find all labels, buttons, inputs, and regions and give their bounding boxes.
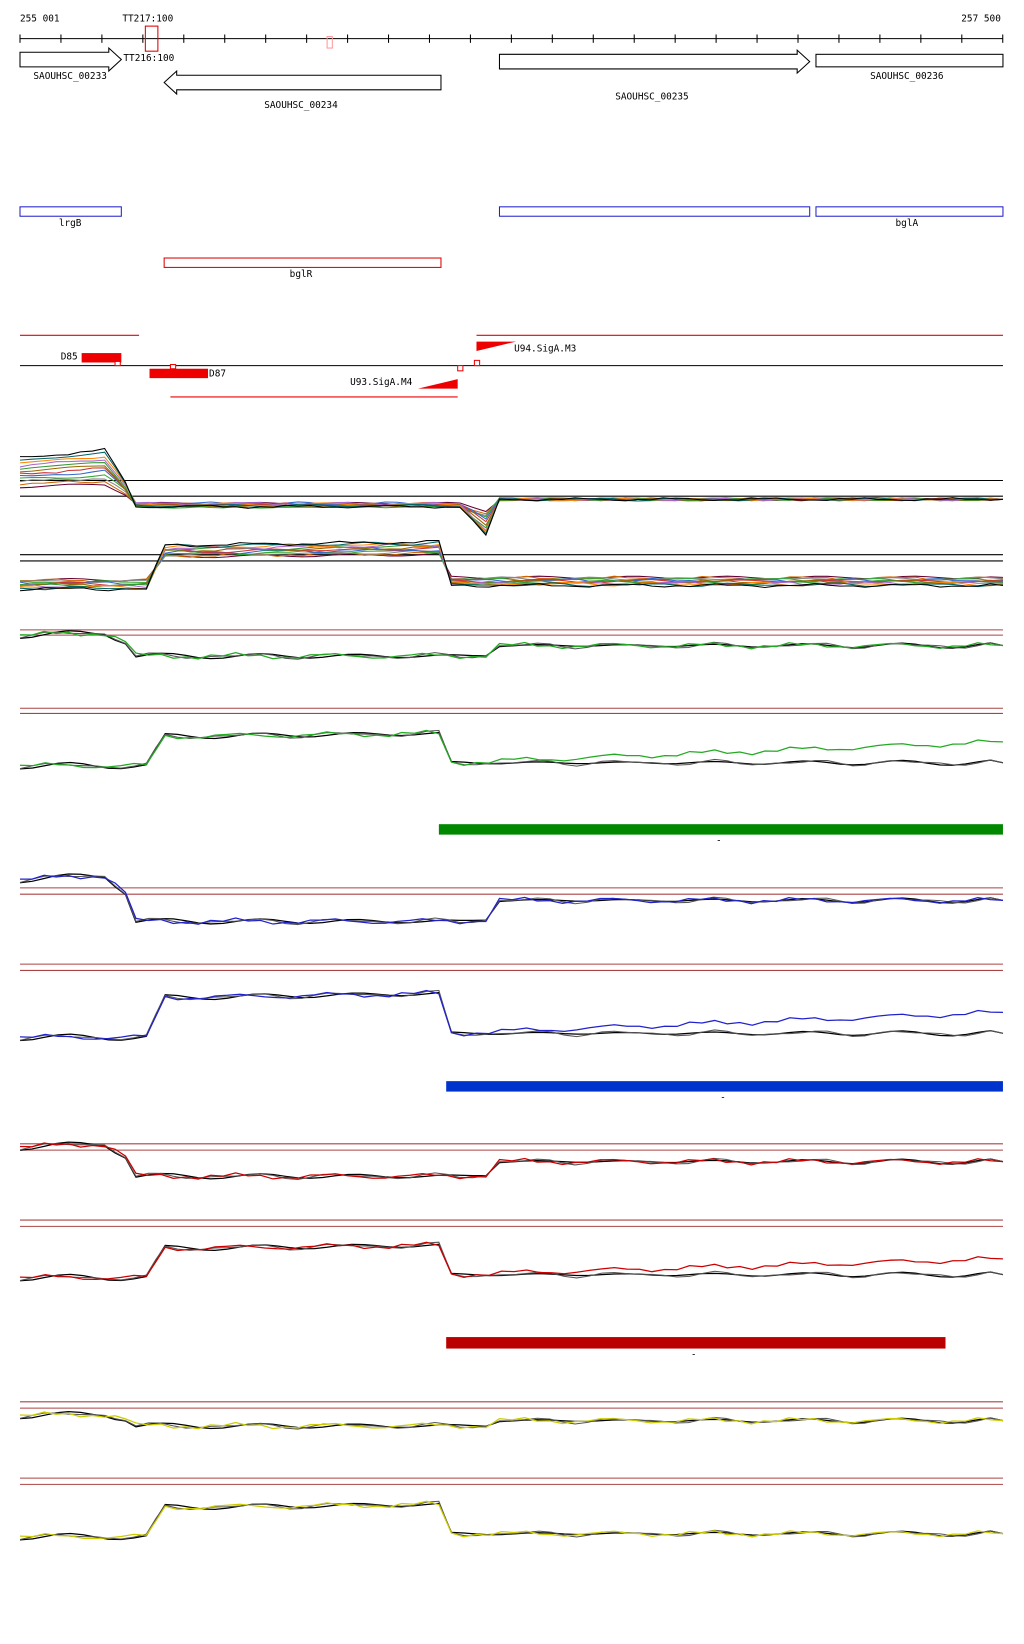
trace — [19, 1241, 1003, 1281]
segment-start — [169, 364, 177, 370]
expression-traces — [19, 447, 1004, 1541]
trace — [19, 478, 1003, 517]
annotation-label: lrgB — [59, 218, 82, 229]
segment-start — [114, 360, 121, 367]
trace — [19, 874, 1003, 925]
ruler-end: 257 500 — [961, 13, 1001, 24]
tss-start — [457, 365, 464, 372]
ruler-ticks — [19, 34, 1004, 43]
trace — [19, 540, 1004, 592]
condition-bar — [446, 1337, 946, 1349]
gene-label: SAOUHSC_00236 — [870, 71, 944, 82]
trace — [19, 459, 1004, 532]
terminator — [144, 25, 159, 52]
segment-label: D85 — [61, 352, 78, 363]
trace — [19, 549, 1003, 585]
trace — [19, 451, 1003, 535]
trace — [19, 729, 1003, 769]
trace — [19, 989, 1004, 1041]
trace — [19, 630, 1003, 660]
annotation-label: bglA — [896, 218, 919, 229]
condition-bar — [446, 1081, 1003, 1092]
gene-arrow — [19, 46, 123, 73]
gene-label: SAOUHSC_00233 — [33, 71, 107, 82]
condition-label: - — [720, 1092, 726, 1103]
trace — [19, 456, 1003, 533]
gene-arrow — [163, 69, 442, 96]
trace — [19, 467, 1003, 523]
segment — [81, 353, 122, 363]
annotation — [163, 257, 442, 268]
trace — [19, 1411, 1003, 1430]
tss-marker — [417, 379, 458, 389]
annotation — [19, 206, 122, 217]
gene-box — [815, 53, 1004, 68]
trace — [19, 875, 1004, 926]
trace — [19, 1243, 1004, 1282]
gene-label: SAOUHSC_00234 — [264, 100, 338, 111]
trace — [19, 729, 1004, 770]
trace — [19, 989, 1003, 1040]
trace — [19, 1412, 1004, 1430]
trace — [19, 462, 1003, 529]
trace — [19, 1143, 1004, 1180]
ruler-start: 255 001 — [20, 13, 60, 24]
gene-label: SAOUHSC_00235 — [615, 92, 688, 103]
trace — [19, 543, 1003, 589]
trace — [19, 447, 1003, 537]
condition-label: - — [691, 1349, 697, 1360]
trace — [19, 465, 1003, 527]
trace — [19, 1500, 1003, 1540]
segment-label: U94.SigA.M3 — [514, 343, 576, 354]
annotation-label: bglR — [290, 269, 313, 280]
segment — [149, 368, 209, 379]
tss-start — [473, 359, 481, 367]
trace — [19, 544, 1003, 587]
terminator-label: TT217:100 — [122, 13, 173, 24]
trace — [19, 873, 1004, 925]
trace — [19, 1142, 1003, 1180]
terminator — [326, 36, 333, 49]
annotation — [815, 206, 1004, 217]
trace — [19, 1502, 1004, 1541]
terminator-label: TT216:100 — [123, 53, 174, 64]
segment-label: D87 — [209, 368, 226, 379]
condition-label: - — [716, 835, 722, 846]
trace — [19, 1500, 1004, 1541]
tss-marker — [476, 341, 517, 351]
condition-bar — [438, 824, 1003, 835]
trace — [19, 631, 1004, 660]
trace — [19, 469, 1003, 520]
trace — [19, 545, 1003, 587]
segment-label: U93.SigA.M4 — [350, 377, 413, 388]
annotation — [498, 206, 811, 217]
trace — [19, 731, 1004, 770]
trace — [19, 1241, 1004, 1281]
gene-arrow — [498, 48, 811, 75]
